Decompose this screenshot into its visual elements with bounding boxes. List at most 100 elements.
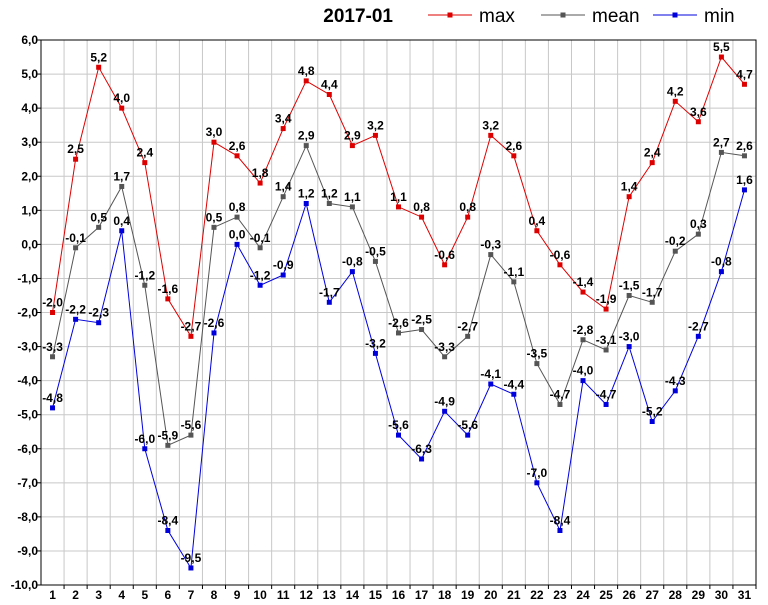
data-label-mean: -2,5 (411, 313, 432, 327)
data-label-min: -2,2 (65, 302, 86, 316)
data-point-max (488, 132, 494, 138)
data-point-min (349, 269, 355, 275)
data-point-max (188, 333, 194, 339)
data-label-min: 1,6 (736, 173, 753, 187)
data-label-min: -5,2 (642, 405, 663, 419)
y-tick-label: -7,0 (17, 476, 38, 490)
data-label-max: 4,2 (667, 84, 684, 98)
y-tick-label: 0,0 (21, 237, 38, 251)
data-label-mean: 1,2 (321, 187, 338, 201)
data-point-mean (188, 432, 194, 438)
x-tick-label: 4 (118, 588, 125, 602)
x-tick-label: 25 (599, 588, 613, 602)
data-label-mean: -2,8 (573, 323, 594, 337)
x-tick-label: 10 (253, 588, 267, 602)
series-layer: -2,0 2,5 5,2 4,0 2,4 -1,6 -2,7 3,0 2,6 1,8 3,4 4,8 4… (42, 40, 753, 571)
data-point-max (442, 262, 448, 268)
data-label-min: -3,2 (365, 336, 386, 350)
data-label-mean: -1,7 (642, 285, 663, 299)
data-label-min: -8,4 (158, 514, 179, 528)
y-tick-label: -2,0 (17, 306, 38, 320)
data-label-mean: -1,2 (134, 268, 155, 282)
data-label-max: 3,2 (367, 118, 384, 132)
data-point-max (372, 132, 378, 138)
x-tick-label: 31 (738, 588, 752, 602)
data-point-min (557, 528, 563, 533)
data-label-max: 1,1 (390, 190, 407, 204)
data-point-mean (419, 327, 425, 333)
data-label-mean: -2,7 (457, 319, 478, 333)
data-label-mean: -0,1 (65, 231, 86, 245)
data-label-mean: -5,9 (158, 428, 179, 442)
data-point-mean (741, 153, 747, 159)
data-point-min (626, 344, 632, 350)
data-point-min (649, 419, 655, 424)
x-tick-label: 15 (369, 588, 383, 602)
data-label-min: -1,2 (250, 268, 271, 282)
data-label-max: 2,9 (344, 129, 361, 143)
y-tick-label: 1,0 (21, 203, 38, 217)
data-label-max: -1,6 (158, 282, 179, 296)
data-label-min: -4,0 (573, 364, 594, 378)
data-point-min (257, 282, 263, 288)
x-tick-label: 8 (211, 588, 218, 602)
data-point-mean (626, 292, 632, 298)
data-label-max: 5,2 (90, 50, 107, 64)
data-label-min: -1,7 (319, 285, 340, 299)
x-tick-label: 13 (323, 588, 337, 602)
data-label-mean: -3,5 (527, 347, 548, 361)
y-tick-label: 6,0 (21, 33, 38, 47)
legend-swatch-marker-max (447, 12, 453, 18)
data-label-mean: -2,6 (388, 316, 409, 330)
y-tick-label: 5,0 (21, 67, 38, 81)
data-label-max: 4,8 (298, 64, 315, 78)
legend-label-max: max (479, 6, 515, 27)
data-point-min (96, 320, 102, 326)
data-point-min (672, 388, 678, 394)
data-point-max (96, 64, 102, 70)
data-point-min (580, 378, 586, 384)
x-tick-label: 27 (646, 588, 660, 602)
data-label-max: 2,5 (67, 142, 84, 156)
data-label-min: -5,6 (457, 418, 478, 432)
data-point-min (119, 228, 125, 234)
x-tick-label: 3 (95, 588, 102, 602)
data-point-mean (303, 143, 309, 149)
x-tick-label: 2 (72, 588, 79, 602)
data-point-max (511, 153, 517, 159)
data-point-min (303, 201, 309, 206)
data-point-mean (165, 442, 171, 448)
data-point-mean (211, 224, 217, 230)
grid (41, 39, 756, 586)
data-point-min (326, 299, 332, 305)
data-point-mean (396, 330, 401, 336)
x-tick-label: 16 (392, 588, 406, 602)
data-label-min: -0,8 (711, 255, 732, 269)
data-label-max: -0,6 (434, 248, 455, 262)
data-point-min (465, 432, 471, 438)
data-label-mean: 1,1 (344, 190, 361, 204)
data-point-min (695, 333, 701, 339)
data-label-max: 3,4 (275, 112, 292, 126)
legend-label-min: min (704, 6, 735, 27)
x-tick-label: 29 (692, 588, 706, 602)
data-point-max (603, 306, 609, 312)
legend-swatch-marker-mean (560, 12, 566, 18)
x-tick-label: 11 (277, 588, 290, 602)
data-point-min (741, 187, 747, 193)
data-point-max (234, 153, 240, 159)
x-tick-label: 6 (165, 588, 172, 602)
data-label-max: 4,4 (321, 78, 338, 92)
y-tick-label: -8,0 (17, 510, 38, 524)
data-point-max (718, 54, 724, 60)
plot-frame (40, 39, 757, 586)
data-point-min (488, 381, 494, 387)
data-point-mean (580, 337, 586, 343)
data-point-mean (50, 354, 56, 360)
y-tick-label: -1,0 (17, 271, 38, 285)
y-tick-label: 3,0 (21, 135, 38, 149)
data-point-mean (672, 248, 678, 254)
data-point-mean (603, 347, 609, 353)
data-label-min: -5,6 (388, 418, 409, 432)
